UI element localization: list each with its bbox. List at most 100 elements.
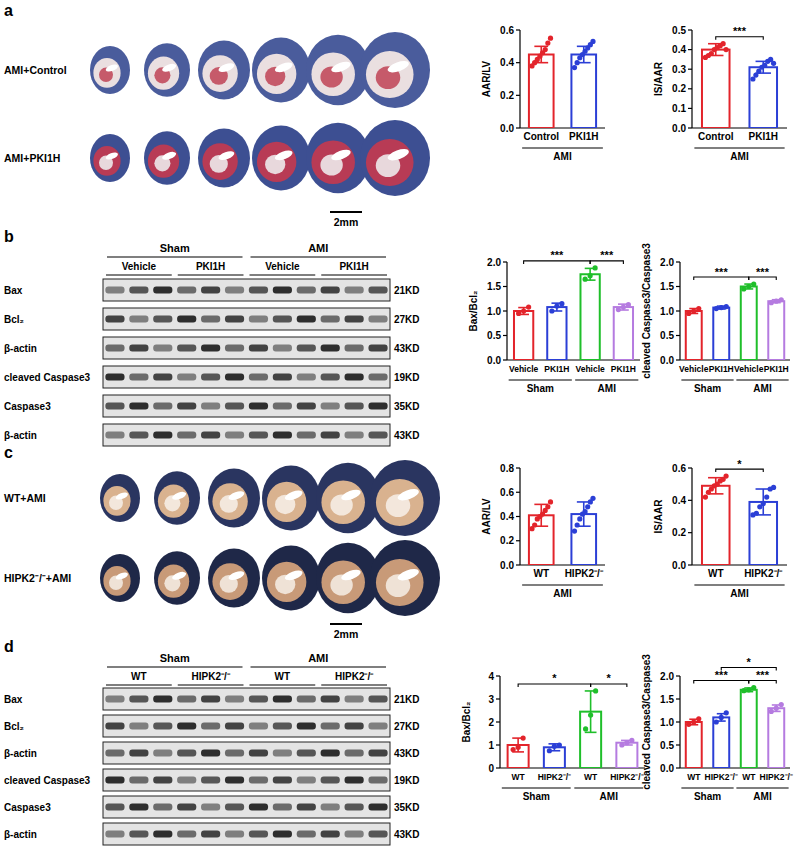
blot-band bbox=[249, 777, 268, 784]
blot-band bbox=[249, 432, 268, 439]
data-point bbox=[769, 300, 774, 305]
slice bbox=[360, 120, 430, 196]
bar bbox=[529, 55, 554, 129]
blot-band bbox=[177, 804, 196, 811]
data-point bbox=[588, 273, 593, 278]
y-tick bbox=[496, 744, 500, 745]
blot-band bbox=[249, 345, 268, 352]
slice-area bbox=[148, 145, 179, 178]
blot-lane-line bbox=[250, 274, 316, 275]
error-cap bbox=[585, 732, 597, 734]
data-point bbox=[714, 719, 719, 724]
blot-band bbox=[129, 723, 148, 730]
data-point bbox=[511, 747, 516, 752]
data-point bbox=[723, 473, 728, 478]
blot-band bbox=[201, 316, 220, 323]
y-tick-label: 0.0 bbox=[660, 355, 674, 366]
y-tick-label: 0.0 bbox=[660, 763, 674, 774]
blot-strip bbox=[103, 742, 390, 764]
data-point bbox=[703, 495, 708, 500]
slice bbox=[100, 474, 140, 522]
data-point bbox=[619, 742, 624, 747]
blot-band bbox=[177, 696, 196, 703]
blot-size-label: 19KD bbox=[394, 372, 420, 383]
blot-band bbox=[105, 345, 124, 352]
data-point bbox=[719, 715, 724, 720]
blot-band bbox=[368, 777, 387, 784]
blot-group-label: AMI bbox=[308, 242, 328, 254]
error-bar bbox=[708, 44, 723, 56]
data-point bbox=[774, 299, 779, 304]
significance-label: * bbox=[552, 672, 557, 684]
data-point bbox=[582, 509, 587, 514]
blot-band bbox=[368, 287, 387, 294]
blot-band bbox=[273, 804, 292, 811]
y-axis-label: IS/AAR bbox=[653, 499, 664, 534]
blot-band bbox=[321, 750, 340, 757]
y-tick-label: 0.5 bbox=[487, 330, 501, 341]
blot-band bbox=[105, 403, 124, 410]
x-tick-label: WT bbox=[687, 772, 701, 782]
slice-area bbox=[158, 485, 189, 518]
data-point bbox=[577, 516, 582, 521]
blot-band bbox=[345, 403, 364, 410]
blot-row-label: Bcl₂ bbox=[4, 721, 24, 732]
y-tick-label: 0.4 bbox=[500, 511, 514, 522]
y-tick bbox=[688, 88, 692, 89]
data-point bbox=[516, 311, 521, 316]
blot-band bbox=[105, 432, 124, 439]
blot-band bbox=[201, 287, 220, 294]
data-point bbox=[624, 740, 629, 745]
marks bbox=[514, 265, 633, 360]
error-bar bbox=[756, 489, 771, 515]
y-tick-label: 0.0 bbox=[672, 123, 686, 134]
blot-band bbox=[105, 723, 124, 730]
data-point bbox=[548, 36, 553, 41]
y-tick-label: 0.0 bbox=[487, 355, 501, 366]
blot-band bbox=[368, 723, 387, 730]
y-tick-label: 1.0 bbox=[487, 306, 501, 317]
blot-band bbox=[129, 831, 148, 838]
y-tick-label: 2.0 bbox=[660, 257, 674, 268]
blot-lane-label: WT bbox=[275, 671, 291, 682]
blot-band bbox=[345, 804, 364, 811]
panel-letter: c bbox=[4, 444, 13, 461]
blot-band bbox=[345, 777, 364, 784]
heart-slices: AMI+ControlAMI+PKI1H2mm bbox=[4, 32, 430, 228]
blot-band bbox=[249, 696, 268, 703]
y-axis bbox=[691, 468, 692, 565]
blot-band bbox=[105, 750, 124, 757]
scale-bar-label: 2mm bbox=[334, 216, 359, 228]
data-point bbox=[629, 738, 634, 743]
blot-band bbox=[368, 432, 387, 439]
blot-band bbox=[225, 696, 244, 703]
blot-band bbox=[345, 374, 364, 381]
marks bbox=[508, 688, 638, 768]
data-point bbox=[779, 702, 784, 707]
blot-size-label: 35KD bbox=[394, 401, 420, 412]
slice bbox=[198, 128, 250, 187]
blot-band bbox=[225, 432, 244, 439]
slice bbox=[208, 548, 260, 607]
bar-chart: 0.00.10.20.30.40.5IS/AARControlPKI1HAMI*… bbox=[653, 25, 787, 163]
scale-bar-label: 2mm bbox=[334, 628, 359, 640]
data-point bbox=[621, 304, 626, 309]
x-tick-label: HIPK2⁻/⁻ bbox=[565, 568, 604, 579]
group-label: AMI bbox=[598, 383, 617, 394]
panel-letter: a bbox=[4, 2, 13, 19]
blot-size-label: 43KD bbox=[394, 748, 420, 759]
blot-band bbox=[153, 316, 172, 323]
slice-area bbox=[103, 566, 130, 596]
y-tick bbox=[688, 467, 692, 468]
slice-area bbox=[103, 486, 130, 516]
blot-band bbox=[297, 345, 316, 352]
blot-band bbox=[225, 316, 244, 323]
data-point bbox=[696, 716, 701, 721]
blot-lane-line bbox=[106, 684, 172, 685]
blot-band bbox=[177, 403, 196, 410]
data-point bbox=[532, 522, 537, 527]
slice-cavity bbox=[396, 567, 420, 583]
blot-band bbox=[321, 777, 340, 784]
bar bbox=[544, 747, 565, 768]
slice-cavity bbox=[115, 491, 129, 501]
